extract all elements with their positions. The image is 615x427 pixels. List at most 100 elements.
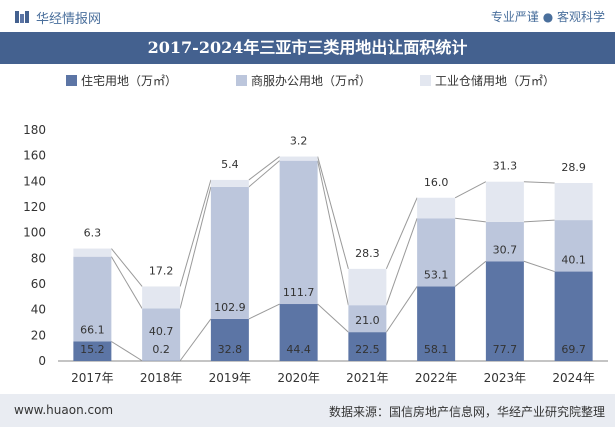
data-label: 66.1 bbox=[80, 323, 105, 336]
logo-icon bbox=[15, 11, 29, 23]
x-tick-label: 2020年 bbox=[277, 371, 320, 385]
stacked-bar-chart: 0 20 40 60 80 100 120 140 160 180 15.2 66.1 6.3 0.2 40… bbox=[23, 123, 608, 385]
data-label: 22.5 bbox=[355, 343, 380, 356]
bar-segment bbox=[485, 181, 524, 222]
legend-label-industrial: 工业仓储用地（万㎡） bbox=[435, 74, 556, 88]
data-label: 30.7 bbox=[493, 243, 518, 256]
bar-segment bbox=[417, 197, 456, 219]
data-label: 31.3 bbox=[493, 160, 518, 173]
bar-segment bbox=[279, 304, 318, 361]
y-tick-label: 60 bbox=[31, 277, 46, 291]
bar-segment bbox=[142, 286, 181, 309]
slogan: 专业严谨 ● 客观科学 bbox=[490, 10, 605, 24]
bar-segment bbox=[73, 256, 112, 342]
title-bar: 2017-2024年三亚市三类用地出让面积统计 bbox=[0, 32, 615, 64]
data-label: 15.2 bbox=[80, 343, 105, 356]
x-tick-label: 2018年 bbox=[140, 371, 183, 385]
connector-line bbox=[110, 248, 143, 287]
data-label: 32.8 bbox=[218, 343, 243, 356]
bar-segment bbox=[554, 220, 593, 272]
connector-line bbox=[317, 303, 349, 333]
bar-segment bbox=[348, 305, 387, 333]
connector-line bbox=[523, 260, 555, 273]
data-label: 3.2 bbox=[290, 135, 308, 148]
y-tick-label: 140 bbox=[23, 174, 46, 188]
y-tick-label: 40 bbox=[31, 303, 46, 317]
bar-segment bbox=[210, 179, 249, 187]
y-tick-label: 20 bbox=[31, 328, 46, 342]
connector-line bbox=[523, 219, 555, 223]
data-label: 58.1 bbox=[424, 343, 449, 356]
legend-item-industrial: 工业仓储用地（万㎡） bbox=[420, 72, 555, 90]
legend-label-commercial: 商服办公用地（万㎡） bbox=[251, 74, 372, 88]
connector-line bbox=[454, 260, 487, 287]
bar-segment bbox=[417, 218, 456, 287]
data-label: 5.4 bbox=[221, 158, 239, 171]
connector-line bbox=[385, 286, 418, 333]
logo-text: 华经情报网 bbox=[36, 12, 102, 27]
y-tick-label: 160 bbox=[23, 149, 46, 163]
bar-segment bbox=[279, 156, 318, 161]
legend-swatch-commercial bbox=[236, 75, 247, 86]
data-label: 77.7 bbox=[493, 343, 518, 356]
data-label: 28.9 bbox=[561, 161, 586, 174]
data-label: 44.4 bbox=[286, 343, 311, 356]
data-label: 111.7 bbox=[283, 286, 315, 299]
bar-segment bbox=[73, 248, 112, 257]
y-tick-label: 180 bbox=[23, 123, 46, 137]
connector-line bbox=[179, 186, 212, 309]
connector-line bbox=[385, 218, 418, 306]
connector-line bbox=[454, 181, 487, 199]
data-label: 6.3 bbox=[84, 227, 102, 240]
legend-item-commercial: 商服办公用地（万㎡） bbox=[236, 72, 371, 90]
bar-segment bbox=[485, 261, 524, 361]
bar-segment bbox=[142, 308, 181, 361]
x-tick-label: 2022年 bbox=[415, 371, 458, 385]
connector-line bbox=[248, 303, 280, 320]
legend-label-residential: 住宅用地（万㎡） bbox=[81, 74, 178, 88]
connector-line bbox=[110, 256, 143, 309]
chart-title: 2017-2024年三亚市三类用地出让面积统计 bbox=[147, 38, 468, 57]
bar-segment bbox=[210, 318, 249, 361]
bar-segment bbox=[485, 221, 524, 262]
x-tick-label: 2021年 bbox=[346, 371, 389, 385]
bar-segment bbox=[73, 341, 112, 361]
y-tick-label: 120 bbox=[23, 200, 46, 214]
footer-source: 数据来源：国信房地产信息网，华经产业研究院整理 bbox=[328, 405, 605, 419]
data-label: 16.0 bbox=[424, 176, 449, 189]
data-label: 17.2 bbox=[149, 264, 174, 277]
data-label: 40.7 bbox=[149, 325, 174, 338]
connector-line bbox=[248, 160, 280, 188]
connector-line bbox=[317, 160, 349, 306]
chart-legend: 住宅用地（万㎡） 商服办公用地（万㎡） 工业仓储用地（万㎡） bbox=[0, 72, 615, 90]
y-tick-label: 80 bbox=[31, 251, 46, 265]
data-label: 69.7 bbox=[561, 343, 586, 356]
connector-line bbox=[317, 156, 349, 269]
bar-segment bbox=[279, 160, 318, 305]
connector-line bbox=[179, 318, 212, 362]
bar-segment bbox=[348, 332, 387, 361]
y-tick-label: 100 bbox=[23, 226, 46, 240]
x-tick-label: 2017年 bbox=[71, 371, 114, 385]
data-label: 53.1 bbox=[424, 268, 449, 281]
footer-bar: www.huaon.com 数据来源：国信房地产信息网，华经产业研究院整理 bbox=[0, 394, 615, 427]
top-bar: 华经情报网 专业严谨 ● 客观科学 bbox=[0, 0, 615, 32]
connector-line bbox=[385, 197, 418, 270]
bar-segment bbox=[210, 186, 249, 319]
connector-line bbox=[179, 179, 212, 287]
legend-item-residential: 住宅用地（万㎡） bbox=[66, 72, 177, 90]
y-tick-label: 0 bbox=[38, 354, 46, 368]
connector-line bbox=[523, 181, 555, 184]
footer-url: www.huaon.com bbox=[14, 403, 114, 417]
x-tick-label: 2024年 bbox=[552, 371, 595, 385]
bar-segment bbox=[554, 271, 593, 361]
data-label: 0.2 bbox=[152, 343, 170, 356]
connector-line bbox=[248, 156, 280, 181]
data-label: 28.3 bbox=[355, 247, 380, 260]
connector-line bbox=[111, 341, 143, 362]
bar-segment bbox=[417, 286, 456, 361]
connector-line bbox=[455, 217, 486, 223]
data-label: 102.9 bbox=[214, 301, 246, 314]
x-tick-label: 2019年 bbox=[209, 371, 252, 385]
data-label: 21.0 bbox=[355, 314, 380, 327]
